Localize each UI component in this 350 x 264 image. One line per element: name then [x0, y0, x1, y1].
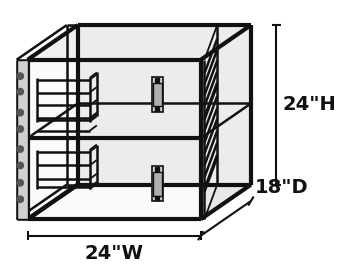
Circle shape — [17, 126, 23, 132]
Circle shape — [17, 146, 23, 152]
Circle shape — [17, 88, 23, 95]
Bar — [28, 60, 201, 219]
Text: 18"D: 18"D — [254, 178, 308, 197]
Circle shape — [17, 180, 23, 186]
Polygon shape — [201, 25, 251, 219]
Bar — [152, 77, 163, 112]
Bar — [152, 166, 163, 201]
Bar — [16, 60, 28, 219]
Circle shape — [17, 162, 23, 169]
Circle shape — [17, 73, 23, 79]
Bar — [153, 83, 162, 106]
Polygon shape — [78, 25, 251, 185]
Circle shape — [17, 196, 23, 202]
Text: 24"H: 24"H — [283, 95, 337, 114]
Text: 24"W: 24"W — [85, 244, 144, 263]
Bar — [153, 172, 162, 196]
Polygon shape — [28, 25, 251, 60]
Circle shape — [17, 109, 23, 116]
